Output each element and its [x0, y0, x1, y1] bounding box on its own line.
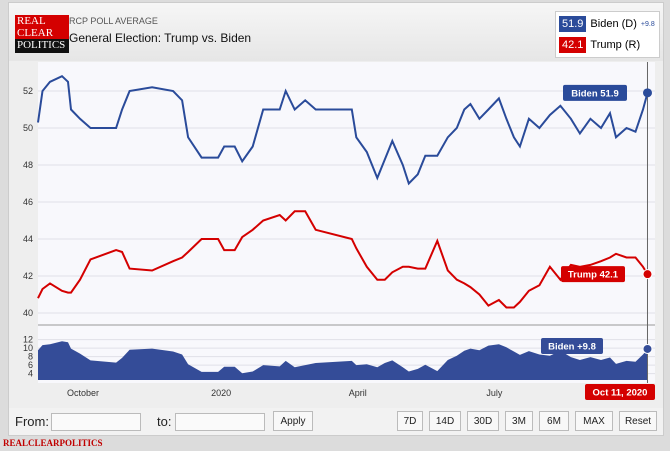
spread-y-tick-label: 6: [28, 360, 33, 370]
spread-area: [38, 341, 648, 380]
spread-y-tick-label: 4: [28, 369, 33, 379]
range-button-7d[interactable]: 7D: [397, 411, 423, 431]
trump-value: 42.1: [559, 37, 587, 53]
apply-button[interactable]: Apply: [273, 411, 313, 431]
date-tooltip: Oct 11, 2020: [593, 388, 648, 399]
biden-value: 51.9: [559, 16, 587, 32]
range-button-6m[interactable]: 6M: [539, 411, 569, 431]
biden-tooltip: Biden 51.9: [571, 88, 619, 99]
from-label: From:: [15, 414, 49, 429]
trump-label: Trump (R): [590, 39, 641, 51]
spread-tooltip: Biden +9.8: [548, 342, 596, 353]
biden-point: [642, 88, 652, 98]
chart-title: General Election: Trump vs. Biden: [69, 31, 252, 45]
plot-background: [38, 62, 655, 383]
x-tick-label: 2020: [211, 388, 231, 398]
spread-tooltip-bg: [541, 338, 603, 354]
y-tick-label: 46: [23, 197, 33, 207]
range-button-3m[interactable]: 3M: [505, 411, 533, 431]
subtitle: RCP POLL AVERAGE: [69, 16, 158, 26]
controls-bar: From: to: Apply 7D 14D 30D 3M 6M MAX Reset: [9, 408, 663, 435]
spread-value: +9.8: [640, 20, 655, 28]
spread-y-tick-label: 12: [23, 335, 33, 345]
legend-biden: 51.9 Biden (D) +9.8: [559, 16, 655, 32]
date-tooltip-bg: [585, 384, 655, 400]
legend-trump: 42.1 Trump (R): [559, 37, 640, 53]
y-tick-label: 52: [23, 86, 33, 96]
y-tick-label: 40: [23, 308, 33, 318]
footer-brand: REALCLEARPOLITICS: [3, 438, 103, 448]
range-button-30d[interactable]: 30D: [467, 411, 499, 431]
trump-tooltip-bg: [561, 266, 625, 283]
to-label: to:: [157, 414, 172, 429]
biden-label: Biden (D): [590, 18, 637, 30]
range-button-14d[interactable]: 14D: [429, 411, 461, 431]
spread-y-tick-label: 8: [28, 352, 33, 362]
x-tick-label: October: [67, 388, 99, 398]
y-tick-label: 42: [23, 271, 33, 281]
range-button-reset[interactable]: Reset: [619, 411, 657, 431]
x-tick-label: July: [486, 388, 503, 398]
biden-line: [37, 75, 649, 186]
rcp-logo: REAL CLEAR POLITICS: [15, 15, 69, 53]
x-tick-label: April: [349, 388, 367, 398]
spread-point: [642, 343, 653, 354]
trump-line: [37, 210, 649, 309]
trump-point: [642, 269, 653, 280]
y-tick-label: 50: [23, 123, 33, 133]
spread-y-tick-label: 10: [23, 343, 33, 353]
y-tick-label: 48: [23, 160, 33, 170]
header: REAL CLEAR POLITICS RCP POLL AVERAGE Gener…: [9, 3, 663, 61]
trump-tooltip: Trump 42.1: [568, 270, 619, 281]
biden-tooltip-bg: [563, 84, 627, 101]
range-button-max[interactable]: MAX: [575, 411, 613, 431]
to-date-input[interactable]: [175, 413, 265, 431]
y-tick-label: 44: [23, 234, 33, 244]
legend: 51.9 Biden (D) +9.8 42.1 Trump (R): [555, 11, 660, 58]
from-date-input[interactable]: [51, 413, 141, 431]
